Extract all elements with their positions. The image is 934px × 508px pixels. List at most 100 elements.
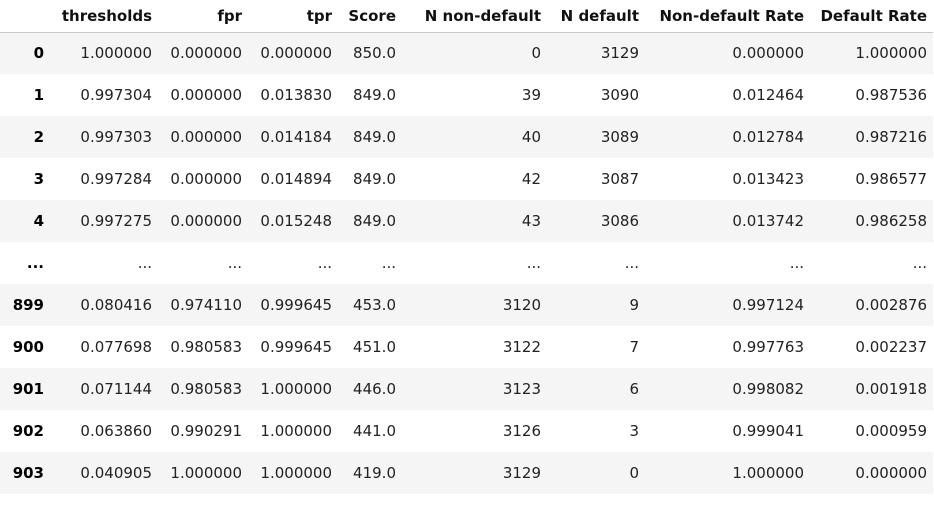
cell-n-default: 9 [629, 296, 639, 314]
cell-non-default-rate: 0.000000 [732, 44, 804, 63]
cell-thresholds: 0.077698 [80, 338, 152, 356]
table-row: 902 0.063860 0.990291 1.000000 441.0 3126 3 0.9… [0, 410, 933, 452]
header-fpr: fpr [158, 0, 248, 33]
cell-score: 451.0 [353, 338, 396, 356]
table-row: 1 0.997304 0.000000 0.013830 849.0 39 3090 0.01… [0, 74, 933, 116]
cell-non-default-rate: 0.997763 [732, 338, 804, 356]
cell-tpr: 0.999645 [260, 338, 332, 356]
cell-fpr: 0.000000 [170, 170, 242, 188]
table-row: 0 1.000000 0.000000 0.000000 850.0 0 3129 0.000… [0, 32, 933, 74]
row-index: 899 [12, 296, 44, 314]
cell-fpr: 0.980583 [170, 380, 242, 398]
cell-fpr: 0.000000 [170, 44, 242, 63]
header-index [0, 0, 50, 33]
cell-score: 849.0 [353, 86, 396, 104]
row-index: 903 [12, 464, 44, 482]
row-index: 4 [33, 212, 44, 230]
cell-tpr: 0.013830 [260, 86, 332, 104]
table-row: 901 0.071144 0.980583 1.000000 446.0 3123 6 0.9… [0, 368, 933, 410]
header-row: thresholds fpr tpr Score N non-default N… [0, 0, 933, 33]
cell-default-rate: 0.987216 [855, 128, 927, 146]
cell-tpr: 1.000000 [260, 464, 332, 482]
cell-score: 446.0 [353, 380, 396, 398]
row-index: 2 [33, 128, 44, 146]
cell-score: 849.0 [353, 128, 396, 146]
row-index: 1 [33, 86, 44, 104]
cell-n-default: 3086 [600, 212, 639, 230]
cell-n-default: 3089 [600, 128, 639, 146]
cell-score: ... [381, 254, 396, 272]
cell-non-default-rate: 0.013742 [732, 212, 804, 230]
cell-n-non-default: 3122 [502, 338, 541, 356]
cell-n-non-default: 3126 [502, 422, 541, 440]
cell-default-rate: 0.002237 [855, 338, 927, 356]
row-index: ... [26, 254, 44, 272]
cell-tpr: 1.000000 [260, 422, 332, 440]
cell-default-rate: 0.986577 [855, 170, 927, 188]
cell-thresholds: 0.040905 [80, 464, 152, 482]
cell-n-default: 7 [629, 338, 639, 356]
table-row: ........................... [0, 242, 933, 284]
cell-n-default: ... [624, 254, 639, 272]
cell-non-default-rate: 0.998082 [732, 380, 804, 398]
cell-fpr: 0.000000 [170, 86, 242, 104]
cell-default-rate: 0.000000 [855, 464, 927, 482]
cell-thresholds: 0.997303 [80, 128, 152, 146]
dataframe-table: thresholds fpr tpr Score N non-default N… [0, 0, 933, 494]
cell-score: 849.0 [353, 170, 396, 188]
cell-non-default-rate: 0.999041 [732, 422, 804, 440]
header-thresholds: thresholds [50, 0, 158, 33]
cell-fpr: ... [227, 254, 242, 272]
cell-score: 850.0 [353, 44, 396, 63]
cell-default-rate: 0.000959 [855, 422, 927, 440]
table-row: 903 0.040905 1.000000 1.000000 419.0 3129 0 1.0… [0, 452, 933, 494]
cell-n-non-default: 0 [531, 44, 541, 63]
table-body: 0 1.000000 0.000000 0.000000 850.0 0 3129 0.000… [0, 32, 933, 494]
header-n-non-default: N non-default [402, 0, 547, 33]
cell-n-default: 3129 [600, 44, 639, 63]
cell-thresholds: ... [137, 254, 152, 272]
cell-score: 453.0 [353, 296, 396, 314]
cell-fpr: 0.000000 [170, 128, 242, 146]
table-row: 899 0.080416 0.974110 0.999645 453.0 3120 9 0.9… [0, 284, 933, 326]
table-row: 2 0.997303 0.000000 0.014184 849.0 40 3089 0.01… [0, 116, 933, 158]
cell-n-default: 3 [629, 422, 639, 440]
cell-tpr: 0.999645 [260, 296, 332, 314]
cell-score: 419.0 [353, 464, 396, 482]
cell-n-default: 6 [629, 380, 639, 398]
header-score: Score [338, 0, 402, 33]
cell-non-default-rate: 0.997124 [732, 296, 804, 314]
cell-tpr: 0.014894 [260, 170, 332, 188]
cell-thresholds: 0.997284 [80, 170, 152, 188]
header-tpr: tpr [248, 0, 338, 33]
cell-n-default: 3087 [600, 170, 639, 188]
cell-n-default: 0 [629, 464, 639, 482]
row-index: 902 [12, 422, 44, 440]
table-row: 4 0.997275 0.000000 0.015248 849.0 43 3086 0.01… [0, 200, 933, 242]
cell-fpr: 1.000000 [170, 464, 242, 482]
cell-n-non-default: 3129 [502, 464, 541, 482]
cell-thresholds: 0.080416 [80, 296, 152, 314]
header-non-default-rate: Non-default Rate [645, 0, 810, 33]
cell-tpr: 0.000000 [260, 44, 332, 63]
cell-n-non-default: 42 [521, 170, 541, 188]
cell-thresholds: 0.997275 [80, 212, 152, 230]
row-index: 901 [12, 380, 44, 398]
cell-tpr: 1.000000 [260, 380, 332, 398]
cell-non-default-rate: 1.000000 [732, 464, 804, 482]
cell-n-non-default: 3123 [502, 380, 541, 398]
cell-thresholds: 0.997304 [80, 86, 152, 104]
cell-default-rate: 1.000000 [855, 44, 927, 63]
cell-non-default-rate: 0.013423 [732, 170, 804, 188]
table-row: 3 0.997284 0.000000 0.014894 849.0 42 3087 0.01… [0, 158, 933, 200]
cell-score: 441.0 [353, 422, 396, 440]
cell-non-default-rate: ... [789, 254, 804, 272]
cell-non-default-rate: 0.012464 [732, 86, 804, 104]
cell-fpr: 0.980583 [170, 338, 242, 356]
cell-thresholds: 1.000000 [80, 44, 152, 63]
cell-tpr: 0.014184 [260, 128, 332, 146]
cell-default-rate: ... [912, 254, 927, 272]
table-header: thresholds fpr tpr Score N non-default N… [0, 0, 933, 33]
cell-fpr: 0.990291 [170, 422, 242, 440]
cell-n-non-default: 39 [521, 86, 541, 104]
